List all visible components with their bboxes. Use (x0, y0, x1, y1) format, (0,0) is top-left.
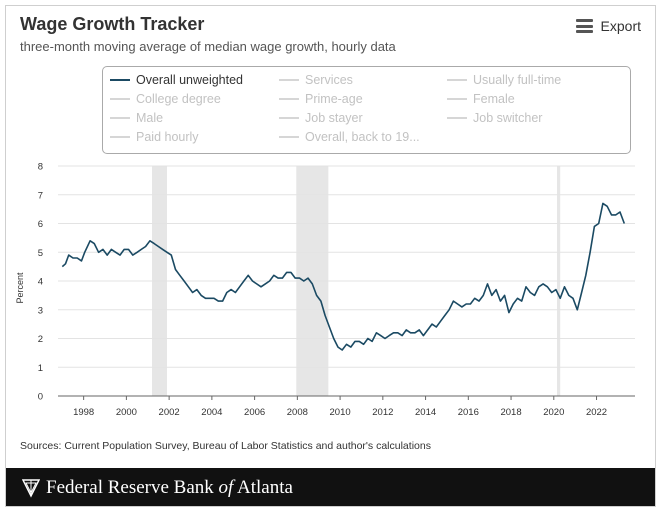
legend-label: Male (136, 111, 164, 125)
legend-label: Paid hourly (136, 130, 199, 144)
legend-swatch (279, 98, 299, 100)
legend-label: Overall unweighted (136, 73, 244, 87)
y-tick-label: 1 (38, 363, 43, 374)
legend-label: Usually full-time (473, 73, 562, 87)
x-tick-label: 1998 (73, 407, 94, 418)
menu-icon (575, 19, 593, 33)
legend-item[interactable]: Male (110, 111, 163, 125)
legend-item[interactable]: Services (279, 73, 353, 87)
y-tick-label: 3 (38, 305, 43, 316)
legend-label: Services (305, 73, 353, 87)
y-tick-label: 4 (38, 277, 43, 288)
chart-subtitle: three-month moving average of median wag… (20, 39, 396, 54)
line-chart: 0 1 2 3 4 5 6 7 8 1998 2000 2002 2004 2006 2008 2010 201… (15, 162, 635, 418)
y-tick-label: 0 (38, 392, 43, 403)
legend-label: Prime-age (305, 92, 363, 106)
bank-logo[interactable]: Federal Reserve Bank of Atlanta (22, 477, 293, 499)
legend-swatch (447, 79, 467, 81)
y-tick-label: 5 (38, 248, 43, 259)
legend-label: Job stayer (305, 111, 363, 125)
x-tick-label: 2014 (415, 407, 436, 418)
y-tick-label: 7 (38, 190, 43, 201)
legend-swatch (279, 136, 299, 138)
eagle-emblem-icon (22, 479, 40, 498)
x-tick-label: 2022 (586, 407, 607, 418)
legend-label: Job switcher (473, 111, 543, 125)
y-tick-label: 2 (38, 334, 43, 345)
chart-title: Wage Growth Tracker (20, 14, 205, 34)
legend: Overall unweighted Services Usually full-t… (102, 66, 631, 154)
x-tick-label: 2012 (372, 407, 393, 418)
legend-item[interactable]: Overall unweighted (110, 73, 243, 87)
sources-note: Sources: Current Population Survey, Bure… (20, 440, 431, 452)
legend-swatch (279, 79, 299, 81)
footer-bar: Federal Reserve Bank of Atlanta (6, 468, 655, 506)
legend-item[interactable]: Job stayer (279, 111, 363, 125)
legend-item[interactable]: Usually full-time (447, 73, 561, 87)
legend-item[interactable]: Paid hourly (110, 130, 199, 144)
legend-swatch (110, 136, 130, 138)
legend-item[interactable]: Prime-age (279, 92, 363, 106)
legend-item[interactable]: Female (447, 92, 515, 106)
y-tick-label: 8 (38, 162, 43, 173)
x-tick-label: 2016 (458, 407, 479, 418)
x-tick-label: 2006 (244, 407, 265, 418)
x-tick-label: 2008 (287, 407, 308, 418)
legend-label: Female (473, 92, 515, 106)
legend-swatch (447, 117, 467, 119)
series-line (61, 202, 626, 351)
x-tick-label: 2000 (116, 407, 137, 418)
export-label: Export (600, 18, 641, 34)
x-tick-label: 2018 (500, 407, 521, 418)
legend-item[interactable]: Job switcher (447, 111, 542, 125)
x-tick-label: 2020 (543, 407, 564, 418)
legend-item[interactable]: Overall, back to 19... (279, 130, 420, 144)
legend-swatch (110, 117, 130, 119)
legend-swatch (110, 98, 130, 100)
legend-swatch (447, 98, 467, 100)
x-tick-label: 2010 (330, 407, 351, 418)
y-axis-label: Percent (15, 272, 25, 304)
x-tick-label: 2004 (201, 407, 222, 418)
bank-name: Federal Reserve Bank of Atlanta (46, 477, 293, 498)
y-tick-label: 6 (38, 219, 43, 230)
chart-card: Wage Growth Tracker three-month moving a… (5, 5, 656, 507)
legend-swatch (279, 117, 299, 119)
legend-label: College degree (136, 92, 221, 106)
x-tick-label: 2002 (159, 407, 180, 418)
export-button[interactable]: Export (575, 18, 641, 34)
legend-swatch (110, 78, 130, 82)
legend-item[interactable]: College degree (110, 92, 221, 106)
legend-label: Overall, back to 19... (305, 130, 420, 144)
